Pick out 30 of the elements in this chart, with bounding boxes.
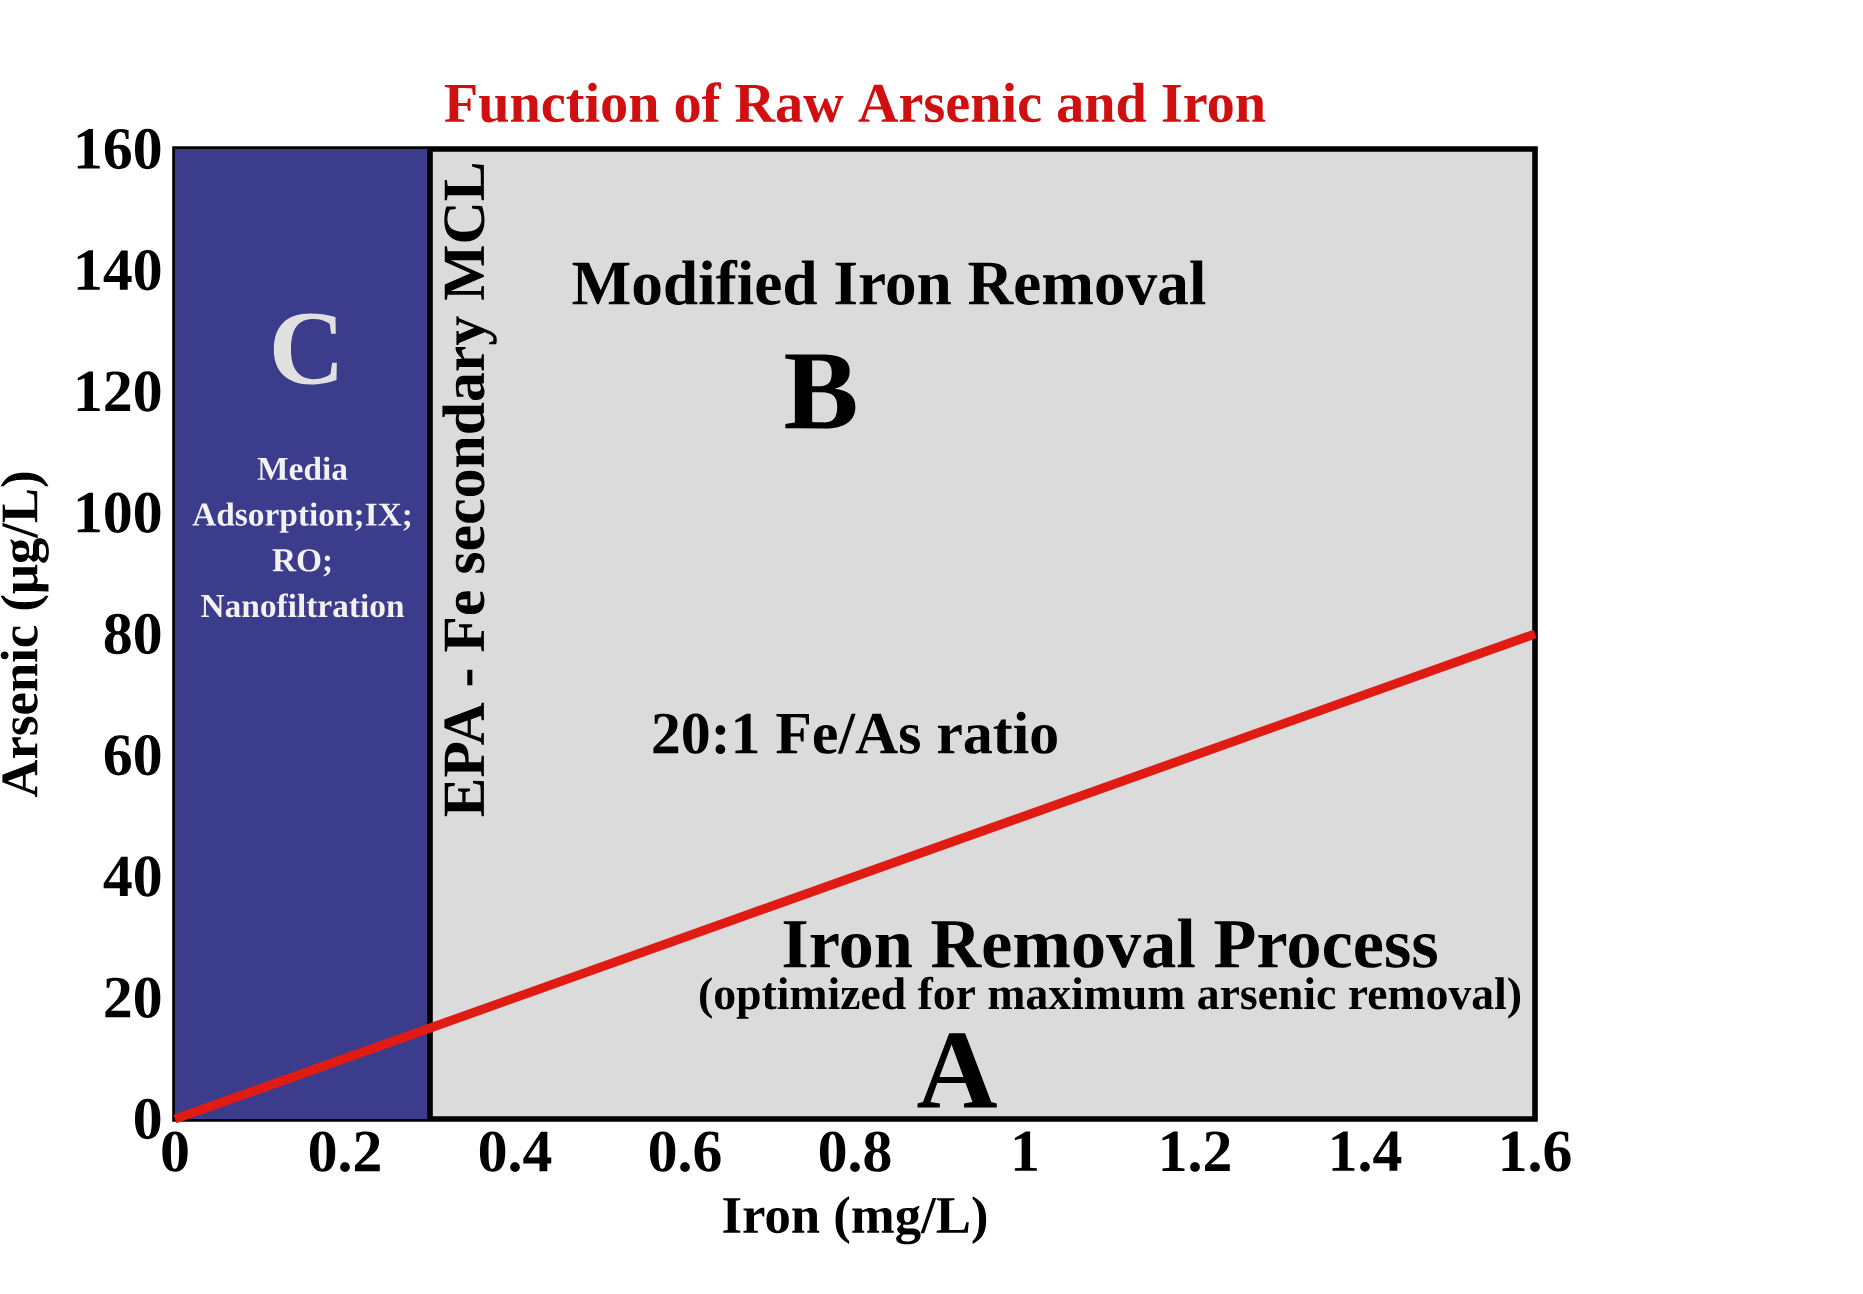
annotation: C xyxy=(273,313,337,385)
annotation: Modified Iron Removal xyxy=(572,259,1206,305)
y-tick-label: 60 xyxy=(104,735,161,776)
y-axis-title: Arsenic (μg/L) xyxy=(0,472,49,798)
annotation: 20:1 Fe/As ratio xyxy=(653,711,1057,755)
annotation: B xyxy=(785,354,856,429)
y-tick-label: 120 xyxy=(77,371,161,412)
annotation: A xyxy=(917,1033,997,1108)
ref-line-label: EPA - Fe secondary MCL xyxy=(442,163,497,817)
y-tick-label: 100 xyxy=(77,492,161,533)
x-tick-label: 1.2 xyxy=(1162,1131,1230,1172)
chart-title: Function of Raw Arsenic and Iron xyxy=(444,82,1266,123)
x-tick-label: 0 xyxy=(162,1131,188,1172)
y-tick-label: 20 xyxy=(105,977,161,1018)
y-tick-label: 160 xyxy=(77,128,161,170)
y-tick-label: 0 xyxy=(134,1098,161,1140)
x-tick-label: 0.6 xyxy=(649,1131,721,1172)
x-tick-label: 0.2 xyxy=(309,1131,380,1172)
y-tick-label: 80 xyxy=(104,613,161,655)
annotation: (optimized for maximum arsenic removal) xyxy=(700,976,1521,1019)
x-tick-label: 0.4 xyxy=(479,1131,552,1172)
annotation: Iron Removal Process xyxy=(783,918,1437,968)
y-tick-label: 40 xyxy=(103,856,161,897)
x-axis-title: Iron (mg/L) xyxy=(723,1196,987,1245)
x-tick-label: 1.6 xyxy=(1502,1131,1571,1172)
band-label: Media Adsorption;IX; RO; Nanofiltration xyxy=(192,456,411,618)
x-tick-label: 1 xyxy=(1014,1131,1037,1171)
x-tick-label: 0.8 xyxy=(819,1131,891,1172)
y-tick-label: 140 xyxy=(77,250,161,291)
x-tick-label: 1.4 xyxy=(1332,1131,1402,1172)
